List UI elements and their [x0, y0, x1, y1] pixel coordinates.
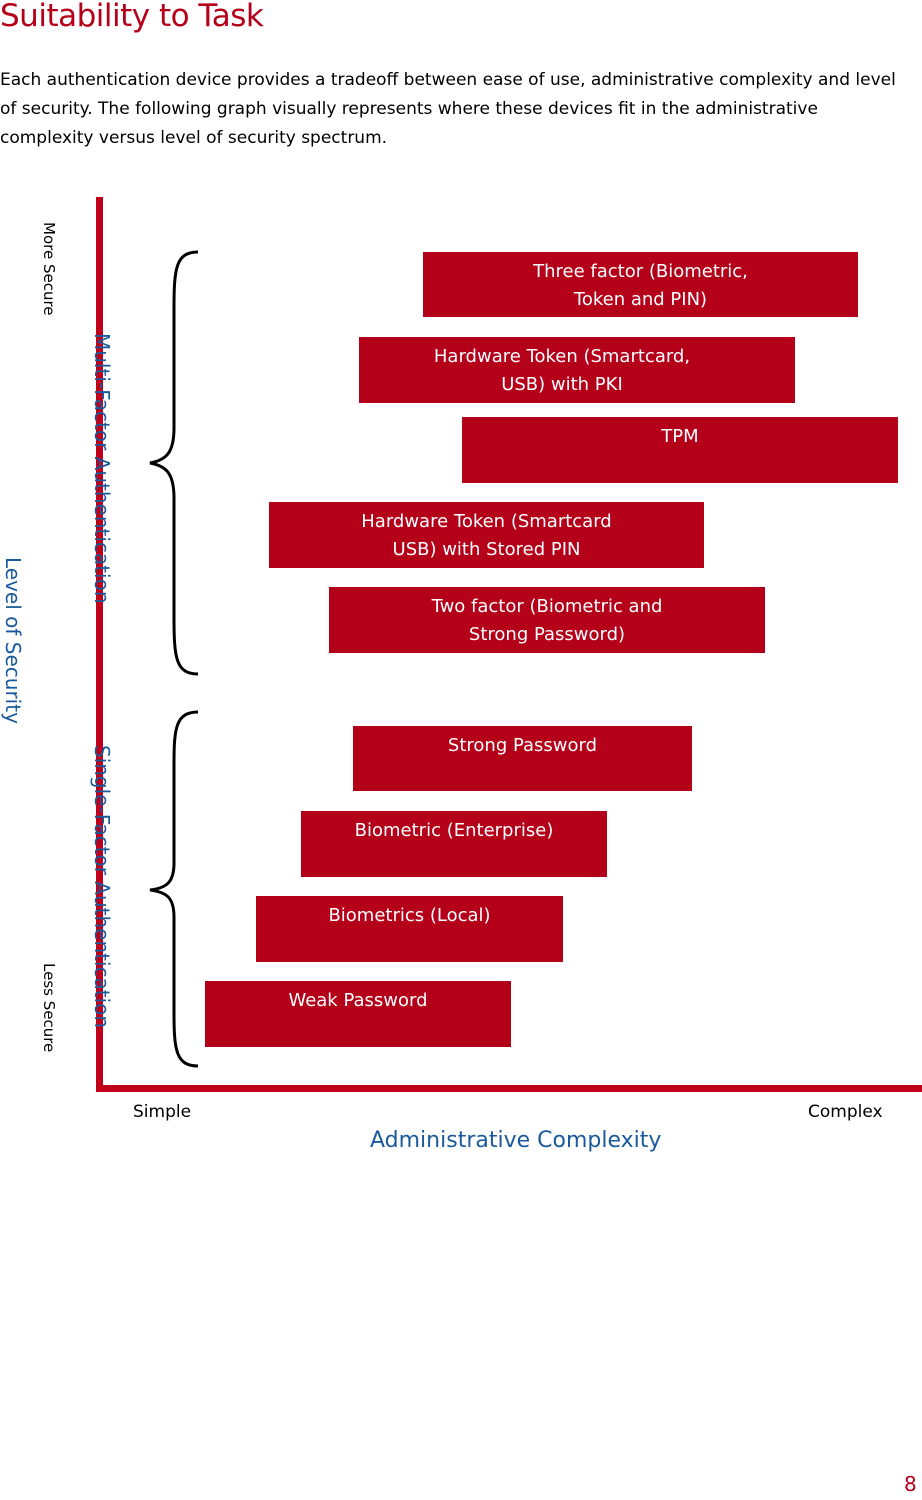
bar-label: Weak Password: [288, 990, 428, 1011]
x-axis-complex-label: Complex: [808, 1102, 883, 1122]
more-secure-label: More Secure: [40, 222, 58, 316]
single-factor-brace: [149, 710, 199, 1068]
bar-label: Biometrics (Local): [328, 905, 491, 926]
bar-label: Three factor (Biometric, Token and PIN): [533, 261, 748, 310]
bar-strong-password: Strong Password: [353, 726, 692, 791]
bar-label: Hardware Token (Smartcard, USB) with PKI: [433, 346, 691, 395]
single-factor-label: Single-Factor Authentication: [90, 745, 114, 1029]
bar-tpm: TPM: [462, 417, 898, 483]
page-title: Suitability to Task: [0, 0, 264, 34]
multi-factor-brace: [149, 250, 199, 676]
bar-three-factor: Three factor (Biometric, Token and PIN): [423, 252, 858, 317]
bar-two-factor: Two factor (Biometric and Strong Passwor…: [329, 587, 765, 653]
bar-hardware-token-pki: Hardware Token (Smartcard, USB) with PKI: [359, 337, 795, 403]
intro-paragraph: Each authentication device provides a tr…: [0, 70, 896, 148]
x-axis-title: Administrative Complexity: [370, 1128, 662, 1153]
x-axis-line: [96, 1085, 922, 1092]
bar-label: Biometric (Enterprise): [354, 820, 554, 841]
less-secure-label: Less Secure: [40, 963, 58, 1053]
x-axis-simple-label: Simple: [133, 1102, 192, 1122]
bar-label: TPM: [661, 426, 699, 447]
bar-biometric-enterprise: Biometric (Enterprise): [301, 811, 607, 877]
bar-label: Two factor (Biometric and Strong Passwor…: [431, 596, 663, 645]
bar-biometrics-local: Biometrics (Local): [256, 896, 563, 962]
y-axis-title: Level of Security: [1, 557, 25, 724]
y-axis-line: [96, 197, 103, 1092]
page-number: 8: [904, 1472, 917, 1496]
multi-factor-label: Multi-Factor Authentication: [90, 333, 114, 604]
bar-label: Hardware Token (Smartcard USB) with Stor…: [361, 511, 612, 560]
bar-label: Strong Password: [447, 735, 598, 756]
bar-hardware-token-stored-pin: Hardware Token (Smartcard USB) with Stor…: [269, 502, 704, 568]
bar-weak-password: Weak Password: [205, 981, 511, 1047]
